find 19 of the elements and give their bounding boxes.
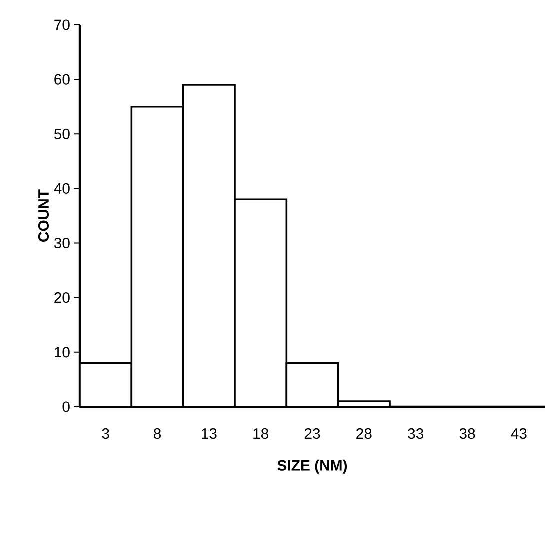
x-tick-label: 28 [356, 428, 372, 440]
y-axis-title: COUNT [38, 190, 50, 242]
y-tick-label: 50 [54, 128, 70, 140]
x-tick-label: 38 [460, 428, 476, 440]
x-axis-title: SIZE (NM) [278, 460, 348, 474]
x-tick-label: 18 [254, 428, 268, 440]
x-tick-label: 3 [102, 428, 110, 440]
y-tick-label: 40 [54, 183, 70, 194]
x-tick-label: 13 [202, 428, 217, 440]
y-tick-label: 30 [54, 238, 70, 249]
y-tick-label: 60 [54, 74, 70, 85]
x-tick-label: 8 [154, 428, 162, 440]
x-tick-label: 33 [408, 428, 424, 440]
y-tick-label: 20 [54, 292, 70, 304]
x-tick-label: 43 [511, 428, 527, 440]
x-tick-label: 23 [304, 428, 320, 440]
y-tick-label: 0 [62, 402, 70, 412]
y-tick-label: 10 [55, 347, 70, 358]
y-tick-label: 70 [54, 20, 70, 30]
